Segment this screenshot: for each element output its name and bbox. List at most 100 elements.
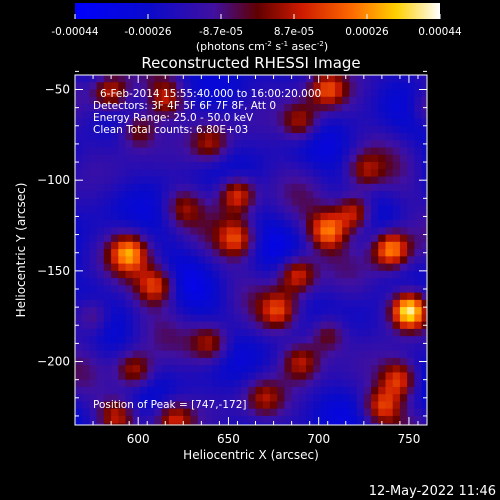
heatmap-cell [111, 212, 119, 221]
heatmap-cell [262, 401, 271, 410]
heatmap-cell [161, 147, 170, 156]
heatmap-cell [226, 415, 235, 424]
heatmap-cell [284, 321, 293, 330]
heatmap-cell [96, 415, 105, 424]
heatmap-cell [168, 256, 177, 265]
heatmap-cell [197, 227, 206, 236]
heatmap-cell [204, 183, 213, 192]
heatmap-cell [125, 357, 134, 366]
heatmap-cell [176, 299, 184, 308]
heatmap-cell [414, 205, 423, 214]
heatmap-cell [96, 75, 105, 83]
heatmap-cell [125, 205, 134, 214]
heatmap-cell [306, 212, 314, 221]
heatmap-cell [103, 241, 112, 250]
heatmap-cell [183, 162, 192, 170]
heatmap-cell [421, 154, 427, 163]
heatmap-cell [407, 96, 415, 105]
heatmap-cell [248, 104, 257, 112]
heatmap-cell [342, 147, 350, 156]
heatmap-cell [313, 183, 322, 192]
y-tick-label: −50 [45, 83, 70, 97]
heatmap-cell [197, 220, 206, 228]
heatmap-cell [349, 205, 358, 214]
heatmap-cell [125, 234, 134, 243]
heatmap-cell [226, 278, 235, 286]
heatmap-cell [349, 96, 358, 105]
heatmap-cell [277, 278, 285, 286]
heatmap-cell [385, 270, 394, 279]
heatmap-cell [371, 321, 379, 330]
heatmap-cell [399, 125, 408, 134]
heatmap-cell [407, 423, 415, 425]
heatmap-cell [378, 299, 387, 308]
heatmap-cell [233, 285, 242, 294]
heatmap-cell [262, 82, 271, 91]
heatmap-cell [363, 75, 372, 83]
heatmap-cell [161, 198, 170, 207]
heatmap-cell [118, 299, 127, 308]
heatmap-cell [241, 104, 249, 112]
heatmap-cell [82, 357, 91, 366]
heatmap-cell [118, 198, 127, 207]
heatmap-cell [334, 104, 343, 112]
heatmap-cell [414, 314, 423, 323]
heatmap-cell [320, 292, 329, 301]
heatmap-cell [421, 220, 427, 228]
heatmap-cell [399, 75, 408, 83]
heatmap-cell [356, 111, 365, 120]
heatmap-cell [320, 379, 329, 388]
heatmap-cell [204, 299, 213, 308]
heatmap-cell [176, 176, 184, 185]
heatmap-cell [154, 198, 163, 207]
heatmap-cell [197, 256, 206, 265]
heatmap-cell [111, 176, 119, 185]
heatmap-cell [139, 234, 148, 243]
heatmap-cell [356, 241, 365, 250]
heatmap-cell [75, 350, 83, 359]
heatmap-cell [125, 89, 134, 98]
heatmap-cell [334, 336, 343, 344]
heatmap-cell [399, 220, 408, 228]
heatmap-cell [320, 343, 329, 352]
heatmap-cell [255, 423, 264, 425]
heatmap-cell [168, 220, 177, 228]
axis-ticks: 600 650 700 750−50−100−150−200 [37, 70, 427, 446]
heatmap-cell [197, 104, 206, 112]
heatmap-cell [111, 423, 119, 425]
heatmap-cell [233, 394, 242, 403]
heatmap-cell [262, 285, 271, 294]
heatmap-cell [327, 162, 336, 170]
heatmap-cell [75, 118, 83, 127]
heatmap-cell [291, 162, 300, 170]
heatmap-cell [363, 386, 372, 395]
heatmap-cell [356, 154, 365, 163]
heatmap-cell [241, 314, 249, 323]
heatmap-cell [356, 408, 365, 417]
heatmap-cell [414, 299, 423, 308]
heatmap-cell [385, 183, 394, 192]
heatmap-cell [75, 278, 83, 286]
heatmap-cell [96, 162, 105, 170]
heatmap-cell [204, 191, 213, 199]
heatmap-cell [320, 198, 329, 207]
heatmap-cell [75, 256, 83, 265]
heatmap-cell [89, 372, 98, 381]
heatmap-cell [334, 227, 343, 236]
heatmap-cell [342, 321, 350, 330]
heatmap-cell [168, 401, 177, 410]
heatmap-cell [226, 256, 235, 265]
heatmap-cell [89, 292, 98, 301]
heatmap-cell [262, 241, 271, 250]
heatmap-cell [421, 365, 427, 374]
heatmap-cell [103, 408, 112, 417]
heatmap-cell [422, 430, 430, 438]
heatmap-cell [356, 372, 365, 381]
heatmap-cell [154, 133, 163, 141]
heatmap-cell [262, 372, 271, 381]
heatmap-cell [269, 147, 278, 156]
heatmap-cell [233, 299, 242, 308]
heatmap-cell [176, 125, 184, 134]
heatmap-cell [241, 249, 249, 257]
heatmap-cell [89, 343, 98, 352]
